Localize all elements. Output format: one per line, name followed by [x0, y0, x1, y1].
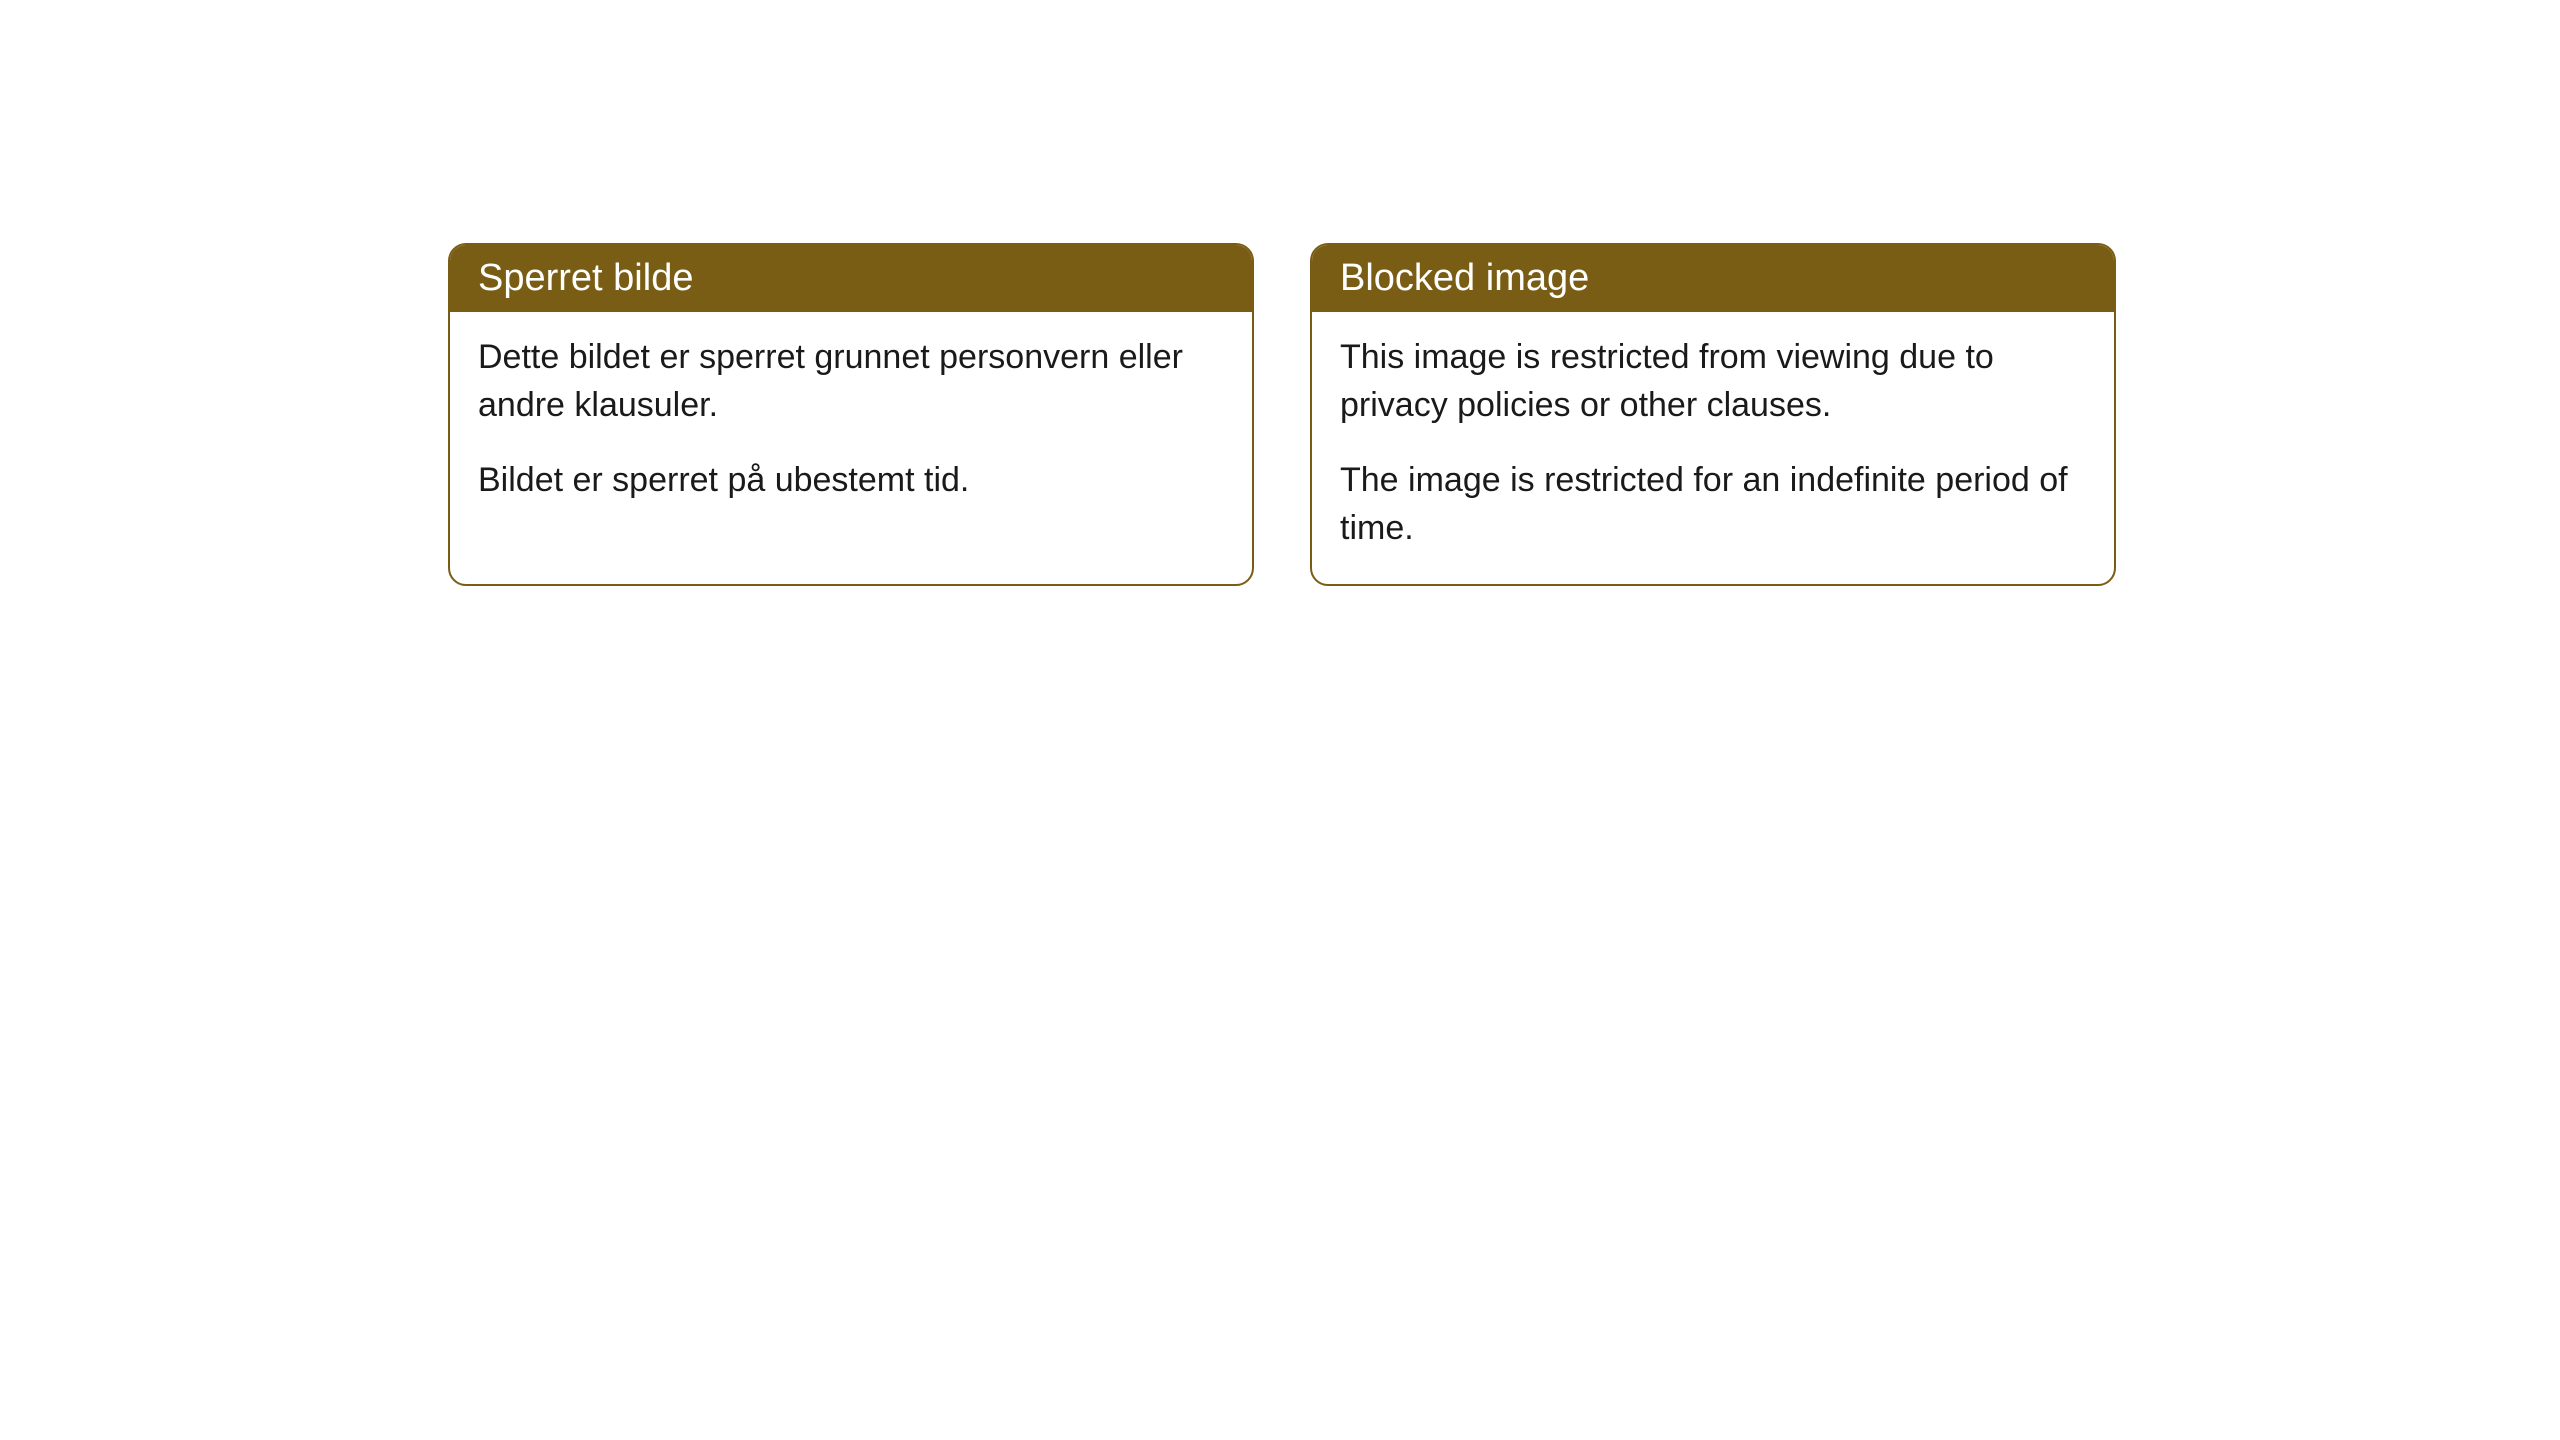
card-paragraph: The image is restricted for an indefinit… [1340, 457, 2086, 552]
card-paragraph: Dette bildet er sperret grunnet personve… [478, 334, 1224, 429]
card-header: Blocked image [1312, 245, 2114, 312]
card-title: Blocked image [1340, 257, 1589, 299]
card-paragraph: This image is restricted from viewing du… [1340, 334, 2086, 429]
notice-cards-container: Sperret bilde Dette bildet er sperret gr… [448, 243, 2116, 586]
notice-card-norwegian: Sperret bilde Dette bildet er sperret gr… [448, 243, 1254, 586]
card-body: Dette bildet er sperret grunnet personve… [450, 312, 1252, 537]
notice-card-english: Blocked image This image is restricted f… [1310, 243, 2116, 586]
card-body: This image is restricted from viewing du… [1312, 312, 2114, 584]
card-title: Sperret bilde [478, 257, 693, 299]
card-paragraph: Bildet er sperret på ubestemt tid. [478, 457, 1224, 505]
card-header: Sperret bilde [450, 245, 1252, 312]
